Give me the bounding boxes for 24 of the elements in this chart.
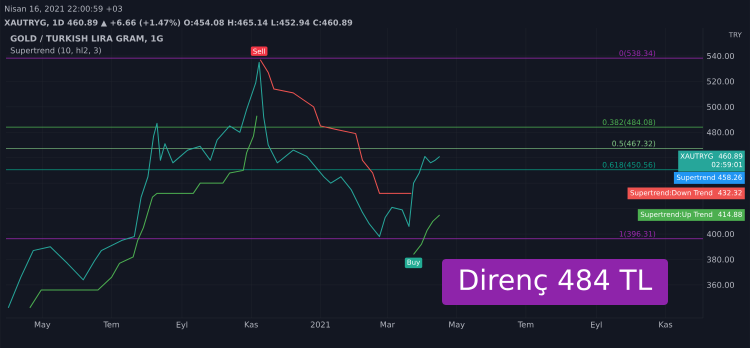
x-tick-label: 2021	[310, 322, 330, 328]
line-series	[260, 59, 412, 194]
x-tick-label: May	[34, 322, 50, 330]
text: XAUTRYG, 1D 460.89 ▲ +6.66 (+1.47%) O:454.08 H:465.14 L:452.94 C:460.89	[4, 19, 352, 27]
x-tick-label: Eyl	[176, 322, 188, 330]
x-tick-label: Kas	[244, 322, 258, 328]
text: Nisan 16, 2021 22:00:59 +03	[5, 6, 122, 12]
y-tick-label: 500.00	[707, 104, 734, 110]
text: GOLD / TURKISH LIRA GRAM, 1G	[10, 35, 163, 43]
text: Supertrend (10, hl2, 3)	[10, 47, 101, 55]
x-tick-label: Eyl	[591, 322, 602, 330]
x-tick-label: Mar	[380, 322, 395, 328]
x-tick-label: Tem	[103, 322, 120, 328]
y-tick-label: 400.00	[706, 231, 734, 238]
y-tick-label: 480.00	[706, 129, 734, 136]
line-series	[8, 62, 440, 308]
x-tick-label: May	[449, 322, 465, 330]
x-tick-label: Kas	[659, 322, 672, 328]
annotation: Direnç 484 TL	[460, 268, 652, 296]
y-tick-label: 380.00	[707, 256, 734, 262]
x-tick-label: Tem	[518, 322, 534, 328]
y-tick-label: 520.00	[707, 78, 734, 84]
y-tick-label: 360.00	[707, 282, 734, 288]
y-tick-label: 540.00	[707, 52, 734, 59]
